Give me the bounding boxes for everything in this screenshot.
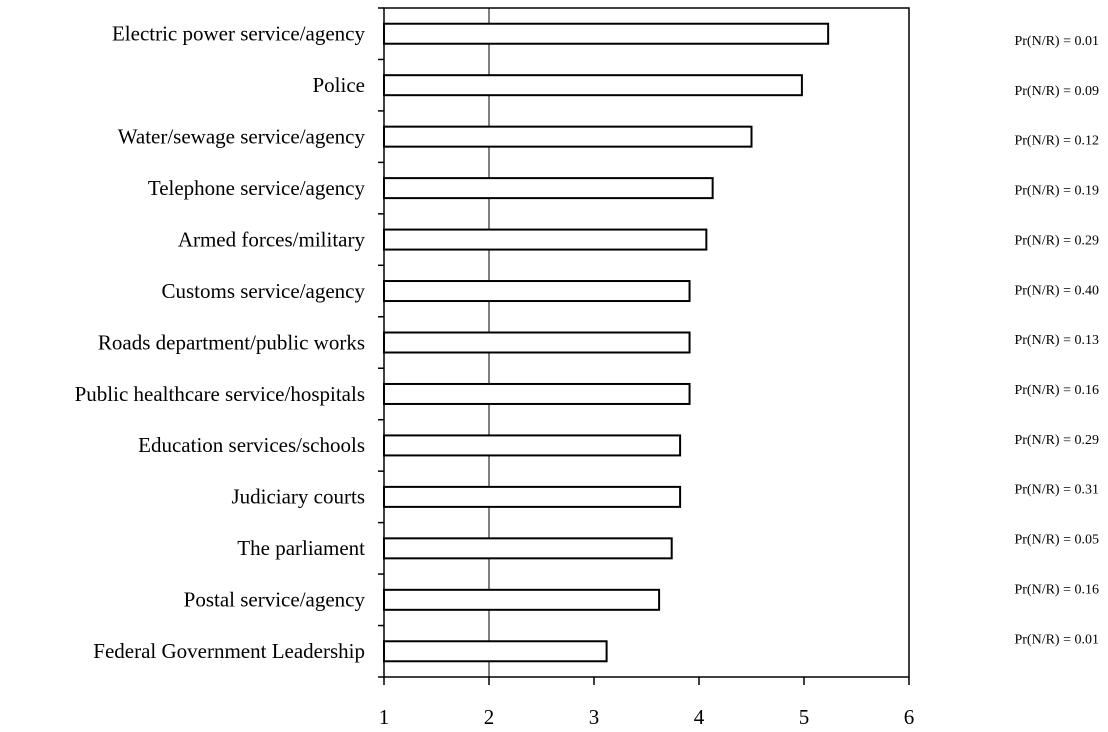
category-label: The parliament (237, 536, 365, 560)
category-label: Postal service/agency (184, 588, 366, 612)
category-label: Customs service/agency (161, 279, 365, 303)
category-label: Armed forces/military (178, 227, 366, 251)
x-tick-label: 3 (589, 705, 600, 729)
annotation: Pr(N/R) = 0.09 (1014, 84, 1099, 99)
bar (383, 125, 753, 148)
annotation: Pr(N/R) = 0.40 (1014, 283, 1099, 298)
annotation: Pr(N/R) = 0.16 (1014, 582, 1099, 597)
annotation: Pr(N/R) = 0.12 (1014, 134, 1099, 149)
annotation: Pr(N/R) = 0.05 (1014, 533, 1099, 548)
x-tick-label: 6 (904, 705, 915, 729)
category-label: Police (313, 73, 366, 97)
category-label: Water/sewage service/agency (118, 124, 366, 148)
bar (383, 588, 661, 611)
annotation: Pr(N/R) = 0.29 (1014, 433, 1099, 448)
x-tick-label: 1 (379, 705, 390, 729)
bar (383, 537, 673, 560)
annotation: Pr(N/R) = 0.01 (1014, 632, 1099, 647)
x-tick-label: 2 (484, 705, 495, 729)
bar (383, 177, 714, 200)
category-label: Education services/schools (138, 433, 365, 457)
bar (383, 382, 691, 405)
x-tick-label: 5 (799, 705, 810, 729)
category-label: Public healthcare service/hospitals (75, 382, 365, 406)
category-label: Roads department/public works (98, 330, 365, 354)
bar (383, 331, 691, 354)
annotation: Pr(N/R) = 0.13 (1014, 333, 1099, 348)
annotation: Pr(N/R) = 0.01 (1014, 34, 1099, 49)
bar (383, 280, 691, 303)
category-label: Federal Government Leadership (93, 639, 365, 663)
annotation: Pr(N/R) = 0.29 (1014, 233, 1099, 248)
annotation: Pr(N/R) = 0.31 (1014, 483, 1099, 498)
bar (383, 74, 803, 97)
bar (383, 22, 830, 45)
annotation: Pr(N/R) = 0.19 (1014, 184, 1099, 199)
bar (383, 228, 708, 251)
category-label: Electric power service/agency (112, 22, 366, 46)
annotation: Pr(N/R) = 0.16 (1014, 383, 1099, 398)
category-label: Judiciary courts (231, 485, 365, 509)
bar (383, 640, 608, 663)
bar (383, 434, 682, 457)
x-tick-label: 4 (694, 705, 705, 729)
bar (383, 485, 682, 508)
category-label: Telephone service/agency (148, 176, 366, 200)
